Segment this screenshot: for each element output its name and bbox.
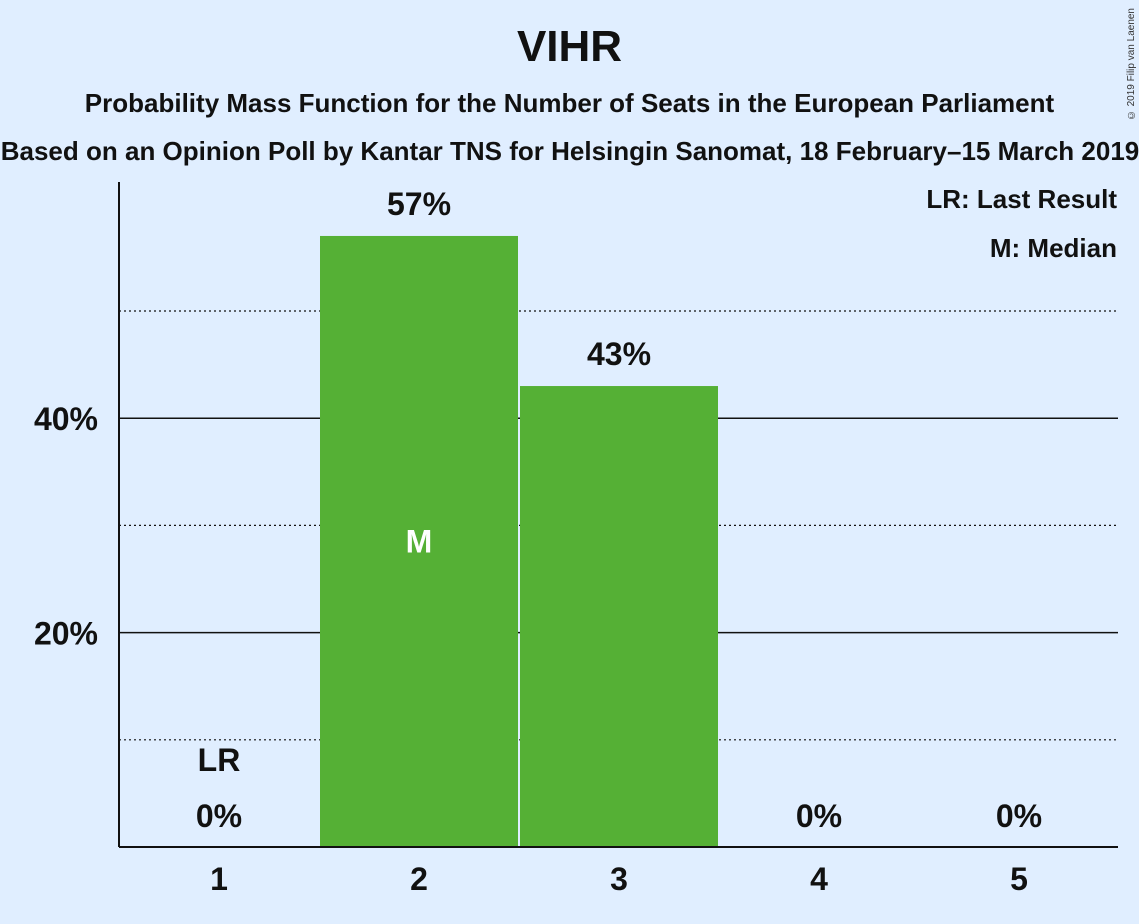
bars-layer [320, 235, 718, 847]
x-tick-label: 2 [410, 861, 428, 897]
bar-value-label: 57% [387, 186, 451, 222]
legend-median: M: Median [990, 233, 1117, 263]
labels-layer: 0% 57% 43% 0% 0% LR M [196, 186, 1042, 834]
median-marker: M [406, 523, 433, 559]
chart-source: Based on an Opinion Poll by Kantar TNS f… [0, 136, 1139, 166]
x-tick-label: 3 [610, 861, 628, 897]
y-tick-label: 40% [34, 401, 98, 437]
axis-layer: 20% 40% 1 2 3 4 5 [34, 182, 1118, 897]
chart-subtitle: Probability Mass Function for the Number… [84, 88, 1055, 118]
legend-last-result: LR: Last Result [926, 184, 1117, 214]
x-tick-label: 5 [1010, 861, 1028, 897]
x-tick-label: 1 [210, 861, 228, 897]
bar-value-label: 0% [196, 798, 242, 834]
chart-title: VIHR [516, 22, 623, 71]
last-result-marker: LR [198, 742, 241, 778]
bar-3 [520, 386, 718, 847]
bar-2 [320, 235, 518, 847]
bar-value-label: 43% [587, 336, 651, 372]
bar-value-label: 0% [996, 798, 1042, 834]
x-tick-label: 4 [810, 861, 828, 897]
y-tick-label: 20% [34, 616, 98, 652]
bar-value-label: 0% [796, 798, 842, 834]
